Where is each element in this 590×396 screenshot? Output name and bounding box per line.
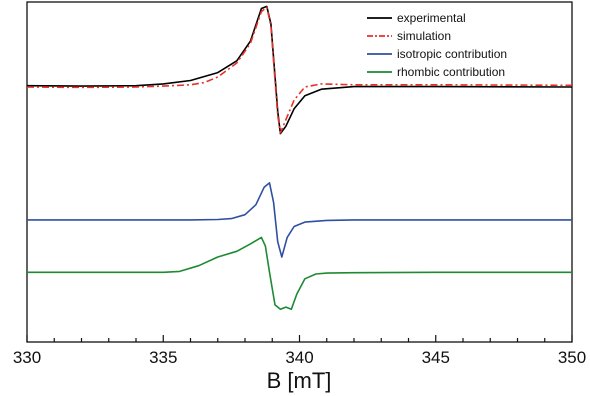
- legend-label: rhombic contribution: [397, 65, 505, 79]
- series-line-isotropic-contribution: [27, 182, 572, 258]
- x-tick-label: 335: [149, 348, 177, 367]
- x-tick-label: 330: [13, 348, 41, 367]
- x-axis-title: B [mT]: [267, 368, 332, 393]
- legend-label: simulation: [397, 29, 451, 43]
- legend: experimental simulation isotropic contribu…: [367, 11, 507, 79]
- x-tick-label: 340: [285, 348, 313, 367]
- series-line-rhombic-contribution: [27, 236, 572, 311]
- x-tick-label: 350: [558, 348, 586, 367]
- series-line-experimental: [26, 5, 573, 135]
- x-axis-ticks: 330 335 340 345 350: [13, 335, 586, 367]
- x-tick-label: 345: [422, 348, 450, 367]
- legend-label: experimental: [397, 11, 466, 25]
- legend-label: isotropic contribution: [397, 47, 507, 61]
- series-line-simulation: [26, 6, 573, 134]
- series-group: [26, 5, 573, 311]
